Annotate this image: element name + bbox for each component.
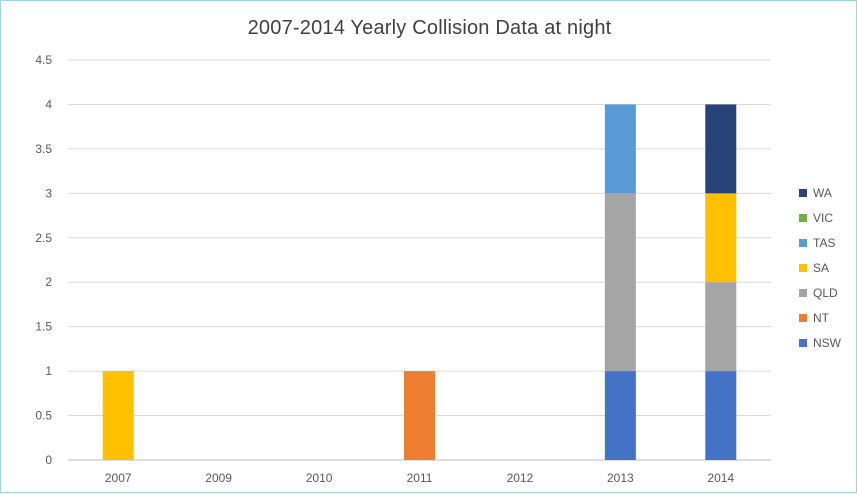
legend-swatch-nsw [799,339,807,347]
x-tick-label: 2013 [607,471,634,485]
legend-label-nsw: NSW [813,336,842,350]
axis-labels: 0 0.5 1 1.5 2 2.5 3 3.5 4 4.5 2007 2009 2010 2011 2012… [35,53,734,485]
legend-label-wa: WA [813,186,832,200]
legend: WA VIC TAS SA QLD NT NSW [799,186,842,350]
bar-wa-2014 [705,104,737,194]
bar-sa-2007 [102,371,134,460]
y-tick-label: 4.5 [35,53,52,67]
y-tick-label: 4 [45,97,52,111]
chart-title: 2007-2014 Yearly Collision Data at night [247,17,612,39]
bar-nsw-2014 [705,371,737,460]
x-tick-label: 2009 [205,471,232,485]
x-tick-label: 2014 [707,471,734,485]
y-tick-label: 2.5 [35,231,52,245]
bar-qld-2013 [604,193,636,372]
x-tick-label: 2012 [507,471,534,485]
x-tick-label: 2011 [407,471,433,485]
legend-swatch-wa [799,189,807,197]
bar-sa-2014 [705,193,737,283]
bar-nt-2011 [404,371,435,460]
bar-qld-2014 [705,282,737,372]
legend-label-nt: NT [813,311,830,325]
x-tick-label: 2010 [306,471,333,485]
legend-swatch-vic [799,214,807,222]
legend-swatch-nt [799,314,807,322]
y-tick-label: 3.5 [35,142,52,156]
y-tick-label: 2 [45,275,52,289]
y-tick-label: 0 [45,453,52,467]
y-tick-label: 1.5 [35,320,52,334]
legend-label-qld: QLD [813,286,838,300]
y-tick-label: 3 [45,186,52,200]
legend-label-vic: VIC [813,211,833,225]
x-tick-label: 2007 [105,471,132,485]
legend-swatch-tas [799,239,807,247]
legend-label-tas: TAS [813,236,835,250]
y-tick-label: 0.5 [35,409,52,423]
bar-tas-2013 [604,104,636,194]
legend-swatch-sa [799,264,807,272]
bars [102,104,737,460]
y-tick-label: 1 [45,364,52,378]
legend-label-sa: SA [813,261,829,275]
bar-nsw-2013 [604,371,636,460]
legend-swatch-qld [799,289,807,297]
